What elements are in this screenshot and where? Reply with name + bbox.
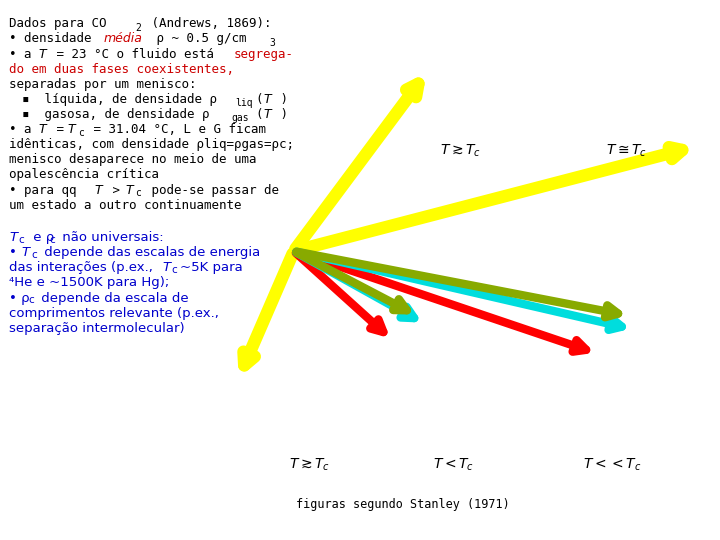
Text: liq: liq: [235, 98, 253, 108]
Text: T: T: [68, 123, 76, 136]
Text: T: T: [264, 93, 271, 106]
Text: separadas por um menisco:: separadas por um menisco:: [9, 78, 197, 91]
Text: c: c: [31, 250, 37, 260]
Text: T: T: [22, 246, 30, 259]
Text: • densidade: • densidade: [9, 32, 99, 45]
Text: menisco desaparece no meio de uma: menisco desaparece no meio de uma: [9, 153, 257, 166]
Text: 2: 2: [135, 23, 141, 33]
Text: ~5K para: ~5K para: [180, 261, 243, 274]
Text: $T \gtrsim T_c$: $T \gtrsim T_c$: [289, 456, 330, 472]
Text: T: T: [9, 231, 17, 244]
Text: c: c: [135, 188, 141, 199]
Text: $T < T_c$: $T < T_c$: [433, 456, 474, 472]
Text: c: c: [78, 128, 84, 138]
Text: ): ): [273, 108, 288, 121]
Text: depende da escala de: depende da escala de: [37, 292, 189, 305]
Text: c: c: [49, 235, 55, 245]
Text: T: T: [94, 184, 102, 197]
Text: ▪  líquida, de densidade ρ: ▪ líquida, de densidade ρ: [22, 93, 217, 106]
Text: $T \cong T_c$: $T \cong T_c$: [606, 143, 647, 159]
Text: ▪  gasosa, de densidade ρ: ▪ gasosa, de densidade ρ: [22, 108, 209, 121]
Text: T: T: [264, 108, 271, 121]
Text: $T << T_c$: $T << T_c$: [583, 456, 641, 472]
Text: gas: gas: [232, 113, 249, 123]
Text: um estado a outro continuamente: um estado a outro continuamente: [9, 199, 242, 212]
Text: = 23 °C o fluido está: = 23 °C o fluido está: [49, 48, 222, 60]
Text: c: c: [29, 295, 35, 306]
Text: • a: • a: [9, 123, 40, 136]
Text: média: média: [104, 32, 143, 45]
Text: $T \gtrsim T_c$: $T \gtrsim T_c$: [440, 143, 482, 159]
Text: ): ): [273, 93, 288, 106]
Text: = 31.04 °C, L e G ficam: = 31.04 °C, L e G ficam: [86, 123, 266, 136]
Text: não universais:: não universais:: [58, 231, 163, 244]
Text: T: T: [125, 184, 133, 197]
Text: das interações (p.ex.,: das interações (p.ex.,: [9, 261, 158, 274]
Text: segrega-: segrega-: [234, 48, 294, 60]
Text: 3: 3: [269, 38, 275, 48]
Text: c: c: [19, 235, 24, 245]
Text: idênticas, com densidade ρliq=ρgas=ρc;: idênticas, com densidade ρliq=ρgas=ρc;: [9, 138, 294, 151]
Text: T: T: [162, 261, 170, 274]
Text: • para qq: • para qq: [9, 184, 84, 197]
Text: ρ ~ 0.5 g/cm: ρ ~ 0.5 g/cm: [149, 32, 246, 45]
Text: •: •: [9, 246, 22, 259]
Text: (: (: [256, 108, 263, 121]
Text: • ρ: • ρ: [9, 292, 30, 305]
Text: >: >: [105, 184, 127, 197]
Text: comprimentos relevante (p.ex.,: comprimentos relevante (p.ex.,: [9, 307, 219, 320]
Text: Dados para CO: Dados para CO: [9, 17, 107, 30]
Text: ⁴He e ~1500K para Hg);: ⁴He e ~1500K para Hg);: [9, 276, 170, 289]
Text: do em duas fases coexistentes,: do em duas fases coexistentes,: [9, 63, 235, 76]
Text: (Andrews, 1869):: (Andrews, 1869):: [144, 17, 271, 30]
Text: separação intermolecular): separação intermolecular): [9, 322, 185, 335]
Text: pode-se passar de: pode-se passar de: [144, 184, 279, 197]
Text: • a: • a: [9, 48, 40, 60]
Text: (: (: [256, 93, 263, 106]
Text: T: T: [38, 123, 46, 136]
Text: e ρ: e ρ: [29, 231, 54, 244]
Text: figuras segundo Stanley (1971): figuras segundo Stanley (1971): [297, 498, 510, 511]
Text: c: c: [171, 265, 177, 275]
Text: depende das escalas de energia: depende das escalas de energia: [40, 246, 260, 259]
Text: T: T: [38, 48, 46, 60]
Text: opalescência crítica: opalescência crítica: [9, 168, 159, 181]
Text: =: =: [49, 123, 71, 136]
